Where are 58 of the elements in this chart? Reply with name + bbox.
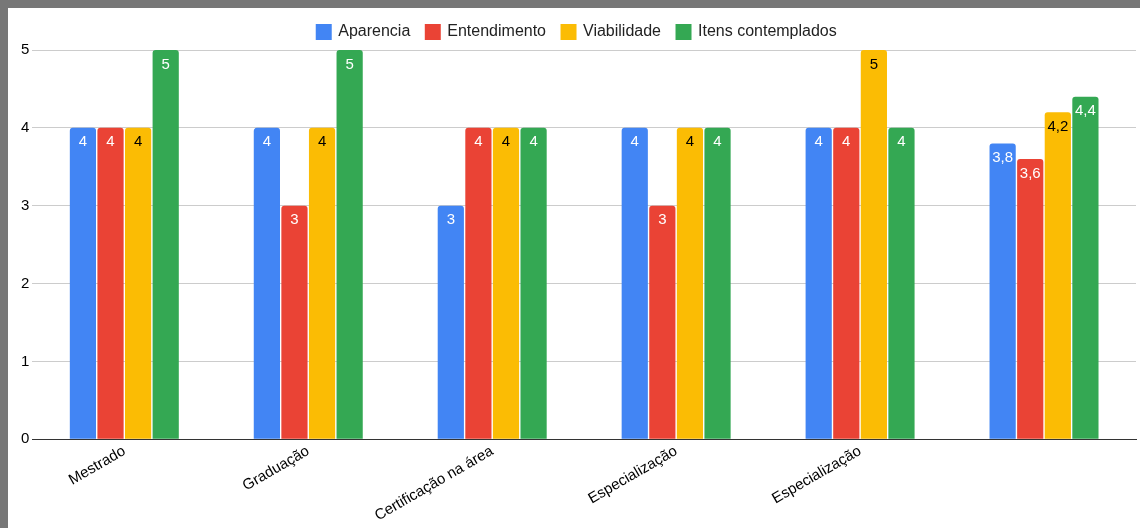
bar: [437, 205, 464, 439]
data-label: 4: [133, 132, 143, 150]
bar: [69, 127, 97, 439]
y-tick-label: 2: [21, 273, 30, 291]
legend-label: Viabilidade: [583, 22, 662, 40]
bar: [1044, 112, 1071, 439]
bar: [860, 50, 887, 439]
data-label: 4: [713, 132, 722, 150]
bar: [281, 205, 308, 439]
data-label: 4,4: [1074, 101, 1096, 119]
bar: [1017, 159, 1044, 439]
data-label: 5: [869, 54, 879, 72]
legend-label: Itens contemplados: [698, 22, 837, 40]
data-label: 4,2: [1047, 116, 1069, 134]
bar: [520, 127, 547, 439]
y-tick-label: 5: [21, 40, 30, 58]
bar: [125, 127, 152, 439]
bar: [989, 143, 1016, 439]
data-label: 3,8: [992, 148, 1014, 166]
data-label: 3: [290, 210, 299, 228]
bar: [621, 127, 648, 439]
bar: [805, 127, 832, 439]
bar: [253, 127, 280, 439]
data-label: 4: [501, 132, 511, 150]
bar: [704, 127, 731, 439]
bar: [97, 127, 124, 439]
bar: [152, 50, 179, 439]
data-label: 3: [446, 210, 455, 228]
bar: [1072, 96, 1099, 439]
data-label: 4: [630, 132, 639, 150]
data-label: 4: [685, 132, 695, 150]
data-label: 4: [474, 132, 483, 150]
legend-label: Aparencia: [338, 22, 411, 40]
data-label: 4: [897, 132, 906, 150]
bar: [308, 127, 336, 439]
y-tick-label: 1: [21, 351, 30, 369]
data-label: 5: [345, 54, 354, 72]
data-label: 4: [106, 132, 115, 150]
bar: [676, 127, 704, 439]
bar: [833, 127, 860, 439]
bar: [649, 205, 676, 439]
data-label: 4: [814, 132, 823, 150]
bar: [492, 127, 520, 439]
bar: [465, 127, 492, 439]
y-tick-label: 4: [21, 118, 30, 135]
data-label: 5: [161, 54, 170, 72]
data-label: 3,6: [1019, 163, 1041, 181]
data-label: 4: [262, 132, 272, 150]
data-label: 4: [842, 132, 851, 150]
legend-label: Entendimento: [447, 22, 547, 40]
y-tick-label: 3: [21, 195, 30, 213]
data-label: 4: [317, 132, 327, 150]
data-label: 4: [529, 132, 538, 150]
bar: [888, 127, 915, 439]
bar: [336, 50, 363, 439]
data-label: 4: [78, 132, 88, 150]
data-label: 3: [658, 210, 667, 228]
y-tick-label: 0: [21, 429, 30, 447]
